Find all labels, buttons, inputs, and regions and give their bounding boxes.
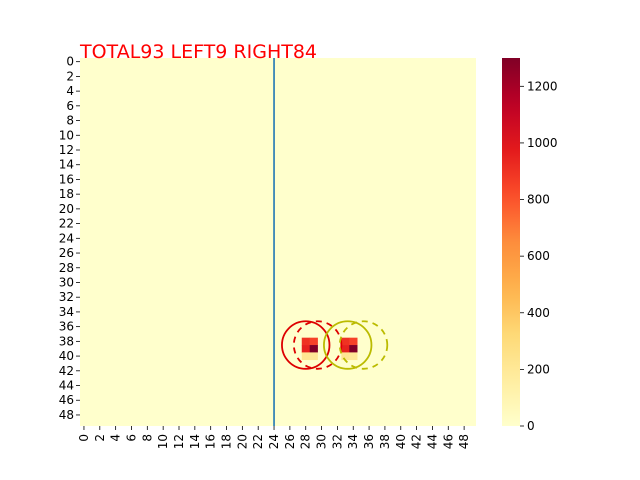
solid-circle-marker <box>281 320 331 370</box>
x-tick-label: 36 <box>362 434 376 449</box>
colorbar-tick-label: 1200 <box>527 79 558 93</box>
y-tick-label: 26 <box>59 246 74 260</box>
x-tick-label: 10 <box>156 434 170 449</box>
x-axis-ticks: 0 2 4 6 8 10 12 14 16 18 20 22 24 26 28 30 32 34 36 38 40 42 4… <box>77 426 471 449</box>
heatmap-cell <box>341 345 350 353</box>
colorbar-tick-label: 0 <box>527 419 535 433</box>
y-tick-label: 30 <box>59 275 74 289</box>
colorbar-tick-label: 400 <box>527 306 550 320</box>
y-tick-label: 2 <box>66 69 74 83</box>
solid-circle-marker <box>323 320 373 370</box>
dashed-circle-marker <box>292 320 343 370</box>
x-tick-label: 0 <box>77 434 91 442</box>
heatmap-cell <box>349 352 358 361</box>
y-tick-label: 10 <box>59 128 74 142</box>
heatmap-cell <box>341 352 350 361</box>
x-tick-label: 16 <box>204 434 218 449</box>
x-tick-label: 32 <box>330 434 344 449</box>
y-tick-label: 40 <box>59 349 74 363</box>
y-tick-label: 28 <box>59 261 74 275</box>
y-tick-label: 32 <box>59 290 74 304</box>
heatmap-grid <box>80 58 476 426</box>
heatmap-cell <box>309 352 318 361</box>
y-tick-label: 42 <box>59 364 74 378</box>
y-tick-label: 18 <box>59 187 74 201</box>
heatmap-cell <box>349 345 358 353</box>
x-tick-label: 14 <box>188 434 202 449</box>
x-tick-label: 24 <box>267 434 281 449</box>
colorbar-tick-label: 200 <box>527 362 550 376</box>
heatmap-cell <box>349 337 358 346</box>
x-tick-label: 28 <box>299 434 313 449</box>
dashed-circle-marker <box>338 320 389 370</box>
x-tick-label: 6 <box>124 434 138 442</box>
x-tick-label: 20 <box>235 434 249 449</box>
y-tick-label: 12 <box>59 143 74 157</box>
y-tick-label: 46 <box>59 393 74 407</box>
x-tick-label: 40 <box>394 434 408 449</box>
y-tick-label: 0 <box>66 55 74 69</box>
y-tick-label: 14 <box>59 158 74 172</box>
x-tick-label: 46 <box>441 434 455 449</box>
y-tick-label: 24 <box>59 231 74 245</box>
y-tick-label: 22 <box>59 217 74 231</box>
x-tick-label: 12 <box>172 434 186 449</box>
x-tick-label: 42 <box>410 434 424 449</box>
heatmap-background <box>80 58 476 426</box>
colorbar: 0 200 400 600 800 1000 1200 <box>502 58 558 433</box>
x-tick-label: 18 <box>220 434 234 449</box>
y-tick-label: 6 <box>66 99 74 113</box>
y-tick-label: 4 <box>66 84 74 98</box>
heatmap-cell <box>309 337 318 346</box>
x-tick-label: 26 <box>283 434 297 449</box>
y-tick-label: 44 <box>59 379 74 393</box>
heatmap-cell <box>301 337 310 346</box>
heatmap-cell <box>301 352 310 361</box>
y-tick-label: 48 <box>59 408 74 422</box>
x-tick-label: 44 <box>425 434 439 449</box>
x-tick-label: 38 <box>378 434 392 449</box>
x-tick-label: 4 <box>109 434 123 442</box>
overlay-annotations <box>273 58 389 426</box>
y-tick-label: 16 <box>59 172 74 186</box>
colorbar-tick-label: 1000 <box>527 136 558 150</box>
colorbar-tick-label: 600 <box>527 249 550 263</box>
x-tick-label: 34 <box>346 434 360 449</box>
colorbar-scale <box>502 58 520 426</box>
chart-title: TOTAL93 LEFT9 RIGHT84 <box>79 41 317 63</box>
x-tick-label: 2 <box>93 434 107 442</box>
heatmap-cell <box>341 337 350 346</box>
y-tick-label: 20 <box>59 202 74 216</box>
y-axis-ticks: 0246810121416182022242628303234363840424… <box>59 55 80 422</box>
colorbar-tick-label: 800 <box>527 193 550 207</box>
x-tick-label: 8 <box>140 434 154 442</box>
heatmap-cell <box>309 345 318 353</box>
y-tick-label: 36 <box>59 320 74 334</box>
y-tick-label: 34 <box>59 305 74 319</box>
x-tick-label: 48 <box>457 434 471 449</box>
y-tick-label: 38 <box>59 334 74 348</box>
x-tick-label: 30 <box>315 434 329 449</box>
x-tick-label: 22 <box>251 434 265 449</box>
heatmap-cell <box>301 345 310 353</box>
y-tick-label: 8 <box>66 114 74 128</box>
